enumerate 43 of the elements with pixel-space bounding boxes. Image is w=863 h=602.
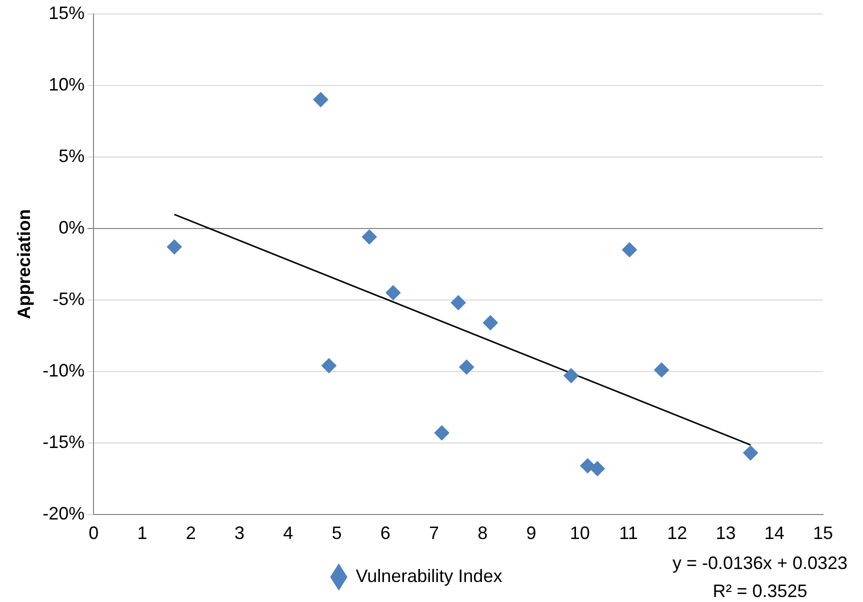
text: R² = 0.3525 <box>712 580 808 601</box>
x-tick-label: 15 <box>812 523 834 544</box>
y-tick-label: -5% <box>52 288 85 309</box>
point <box>622 242 637 258</box>
x-tick-label: 0 <box>88 523 99 544</box>
point <box>743 445 758 460</box>
point <box>459 360 474 375</box>
x-tick-label: 13 <box>716 523 736 544</box>
y-tick-label: -20% <box>42 503 85 524</box>
point <box>434 425 450 440</box>
x-tick-label: 10 <box>570 523 590 544</box>
point <box>482 315 498 330</box>
y-tick-label: -10% <box>42 360 85 380</box>
x-tick-label: 11 <box>619 523 638 544</box>
y-tick-label: 5% <box>58 146 85 166</box>
x-tick-label: 2 <box>186 523 196 544</box>
text: y = -0.0136x + 0.0323 <box>672 552 848 573</box>
x-tick-label: 3 <box>234 523 245 544</box>
point <box>166 239 182 254</box>
x-tick-label: 1 <box>137 523 148 544</box>
x-tick-label: 4 <box>283 523 294 544</box>
point <box>362 229 377 244</box>
point <box>386 285 401 300</box>
x-tick-label: 5 <box>332 523 342 544</box>
y-tick-label: -15% <box>42 432 85 452</box>
point <box>580 458 596 474</box>
x-tick-label: 9 <box>526 523 536 544</box>
y-axis-title: Appreciation <box>14 209 34 320</box>
legend-label: Vulnerability Index <box>356 566 502 586</box>
y-tick-label: 0% <box>58 217 85 238</box>
point <box>450 295 466 310</box>
x-tick-label: 8 <box>478 523 488 544</box>
point <box>590 461 605 476</box>
y-tick-label: 15% <box>48 2 85 23</box>
x-tick-label: 7 <box>428 523 440 544</box>
point <box>321 358 336 374</box>
y-tick-label: 10% <box>48 74 85 94</box>
point <box>564 368 579 384</box>
point <box>654 362 670 378</box>
x-tick-label: 14 <box>764 523 784 544</box>
point <box>313 92 328 108</box>
x-tick-label: 6 <box>380 523 390 544</box>
x-tick-label: 12 <box>667 523 688 544</box>
